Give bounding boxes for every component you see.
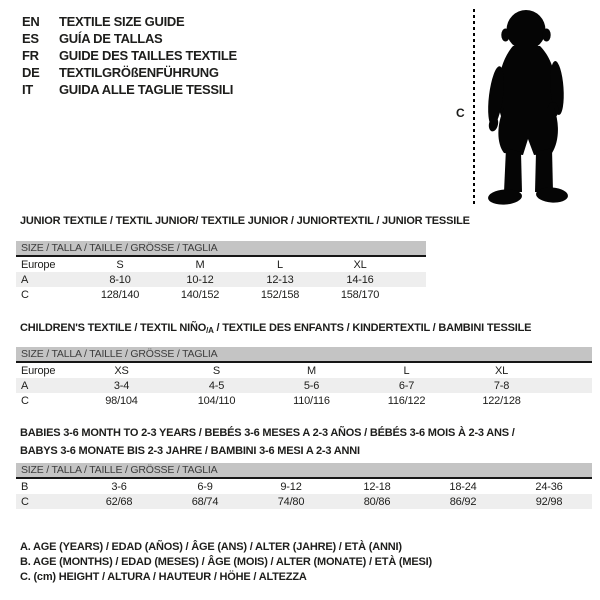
table-cell: 6-9 (197, 480, 213, 493)
table-cell: 4-5 (208, 379, 225, 392)
table-cell: L (277, 258, 283, 271)
babies-table: B 3-6 6-9 9-12 12-18 18-24 24-36 C 62/68… (16, 479, 592, 509)
table-cell: L (403, 364, 410, 377)
size-header-text: SIZE / TALLA / TAILLE / GRÖSSE / TAGLIA (21, 348, 218, 360)
table-row-height: C 98/104 104/110 110/116 116/122 122/128 (16, 393, 592, 408)
table-row-height: C 128/140 140/152 152/158 158/170 (16, 287, 426, 302)
row-label: C (21, 394, 29, 407)
junior-table-title: JUNIOR TEXTILE / TEXTIL JUNIOR/ TEXTILE … (20, 215, 470, 227)
children-table: Europe XS S M L XL A 3-4 4-5 5-6 6-7 7-8… (16, 363, 592, 408)
row-label: Europe (21, 258, 56, 271)
table-row-europe: Europe XS S M L XL (16, 363, 592, 378)
table-cell: 8-10 (109, 273, 131, 286)
row-label: A (21, 273, 29, 286)
language-row-en: EN TEXTILE SIZE GUIDE (22, 13, 237, 30)
table-cell: 12-13 (266, 273, 294, 286)
table-row-europe: Europe S M L XL (16, 257, 426, 272)
row-label: C (21, 495, 29, 508)
toddler-silhouette-icon (488, 10, 568, 205)
table-cell: 128/140 (100, 288, 140, 301)
table-cell: 86/92 (449, 495, 477, 508)
table-cell: XS (114, 364, 129, 377)
table-cell: 158/170 (340, 288, 380, 301)
language-code: ES (22, 31, 39, 46)
language-code: EN (22, 14, 40, 29)
junior-size-header-bar: SIZE / TALLA / TAILLE / GRÖSSE / TAGLIA (16, 241, 426, 257)
babies-size-header-bar: SIZE / TALLA / TAILLE / GRÖSSE / TAGLIA (16, 463, 592, 479)
language-row-it: IT GUIDA ALLE TAGLIE TESSILI (22, 81, 237, 98)
table-cell: 68/74 (191, 495, 219, 508)
children-size-header-bar: SIZE / TALLA / TAILLE / GRÖSSE / TAGLIA (16, 347, 592, 363)
language-row-es: ES GUÍA DE TALLAS (22, 30, 237, 47)
height-measure-label: C (456, 106, 465, 120)
row-label: B (21, 480, 29, 493)
babies-table-title-line1: BABIES 3-6 MONTH TO 2-3 YEARS / BEBÉS 3-… (20, 427, 515, 439)
table-cell: 98/104 (105, 394, 138, 407)
table-cell: M (307, 364, 316, 377)
junior-table: Europe S M L XL A 8-10 10-12 12-13 14-16… (16, 257, 426, 302)
table-cell: 140/152 (180, 288, 220, 301)
language-code: IT (22, 82, 33, 97)
footnote-height: C. (cm) HEIGHT / ALTURA / HAUTEUR / HÖHE… (20, 571, 307, 583)
table-cell: 9-12 (280, 480, 302, 493)
table-cell: 5-6 (303, 379, 320, 392)
table-cell: XL (353, 258, 367, 271)
language-title: GUÍA DE TALLAS (59, 31, 163, 46)
table-cell: 10-12 (186, 273, 214, 286)
language-title: GUIDA ALLE TAGLIE TESSILI (59, 82, 234, 97)
table-cell: 122/128 (482, 394, 521, 407)
language-code: FR (22, 48, 39, 63)
table-cell: 12-18 (363, 480, 391, 493)
table-cell: 3-4 (113, 379, 130, 392)
row-label: Europe (21, 364, 56, 377)
language-code: DE (22, 65, 40, 80)
language-row-fr: FR GUIDE DES TAILLES TEXTILE (22, 47, 237, 64)
table-cell: M (195, 258, 205, 271)
table-cell: 24-36 (535, 480, 563, 493)
size-header-text: SIZE / TALLA / TAILLE / GRÖSSE / TAGLIA (21, 464, 218, 476)
children-table-title-subscript: /A (206, 326, 214, 335)
children-table-title-text: / TEXTILE DES ENFANTS / KINDERTEXTIL / B… (213, 322, 532, 334)
language-title-list: EN TEXTILE SIZE GUIDE ES GUÍA DE TALLAS … (22, 13, 237, 98)
table-row-months: B 3-6 6-9 9-12 12-18 18-24 24-36 (16, 479, 592, 494)
table-cell: 152/158 (260, 288, 300, 301)
footnote-legend: A. AGE (YEARS) / EDAD (AÑOS) / ÂGE (ANS)… (20, 540, 432, 585)
language-row-de: DE TEXTILGRÖßENFÜHRUNG (22, 64, 237, 81)
children-table-title-text: CHILDREN'S TEXTILE / TEXTIL NIÑO (20, 322, 207, 334)
babies-table-title: BABIES 3-6 MONTH TO 2-3 YEARS / BEBÉS 3-… (20, 424, 580, 460)
table-row-age: A 3-4 4-5 5-6 6-7 7-8 (16, 378, 592, 393)
table-cell: 74/80 (277, 495, 305, 508)
footnote-age-months: B. AGE (MONTHS) / EDAD (MESES) / ÂGE (MO… (20, 556, 432, 568)
row-label: C (21, 288, 29, 301)
table-row-age: A 8-10 10-12 12-13 14-16 (16, 272, 426, 287)
height-measure-dashed-line (473, 9, 475, 207)
table-cell: 110/116 (293, 394, 330, 407)
table-cell: 104/110 (197, 394, 236, 407)
language-title: TEXTILE SIZE GUIDE (59, 14, 185, 29)
table-row-height: C 62/68 68/74 74/80 80/86 86/92 92/98 (16, 494, 592, 509)
footnote-age-years: A. AGE (YEARS) / EDAD (AÑOS) / ÂGE (ANS)… (20, 541, 402, 553)
table-cell: 116/122 (387, 394, 426, 407)
table-cell: XL (494, 364, 509, 377)
language-title: TEXTILGRÖßENFÜHRUNG (59, 65, 219, 80)
size-header-text: SIZE / TALLA / TAILLE / GRÖSSE / TAGLIA (21, 242, 218, 254)
table-cell: 62/68 (105, 495, 133, 508)
table-cell: 7-8 (493, 379, 510, 392)
table-cell: S (116, 258, 124, 271)
table-cell: 3-6 (111, 480, 127, 493)
row-label: A (21, 379, 29, 392)
table-cell: S (212, 364, 221, 377)
table-cell: 80/86 (363, 495, 391, 508)
table-cell: 18-24 (449, 480, 477, 493)
babies-table-title-line2: BABYS 3-6 MONATE BIS 2-3 JAHRE / BAMBINI… (20, 445, 360, 457)
language-title: GUIDE DES TAILLES TEXTILE (59, 48, 237, 63)
table-cell: 6-7 (398, 379, 415, 392)
table-cell: 92/98 (535, 495, 563, 508)
children-table-title: CHILDREN'S TEXTILE / TEXTIL NIÑO/A / TEX… (20, 322, 532, 335)
table-cell: 14-16 (346, 273, 374, 286)
